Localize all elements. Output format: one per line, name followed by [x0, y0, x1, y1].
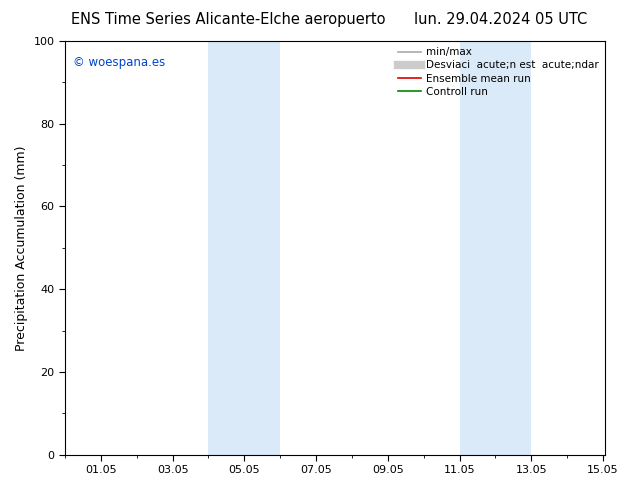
Text: © woespana.es: © woespana.es: [73, 55, 165, 69]
Text: lun. 29.04.2024 05 UTC: lun. 29.04.2024 05 UTC: [414, 12, 588, 27]
Text: ENS Time Series Alicante-Elche aeropuerto: ENS Time Series Alicante-Elche aeropuert…: [71, 12, 385, 27]
Bar: [209, 41, 280, 455]
Legend: min/max, Desviaci  acute;n est  acute;ndar, Ensemble mean run, Controll run: min/max, Desviaci acute;n est acute;ndar…: [394, 43, 603, 101]
Y-axis label: Precipitation Accumulation (mm): Precipitation Accumulation (mm): [15, 145, 28, 350]
Bar: [460, 41, 531, 455]
